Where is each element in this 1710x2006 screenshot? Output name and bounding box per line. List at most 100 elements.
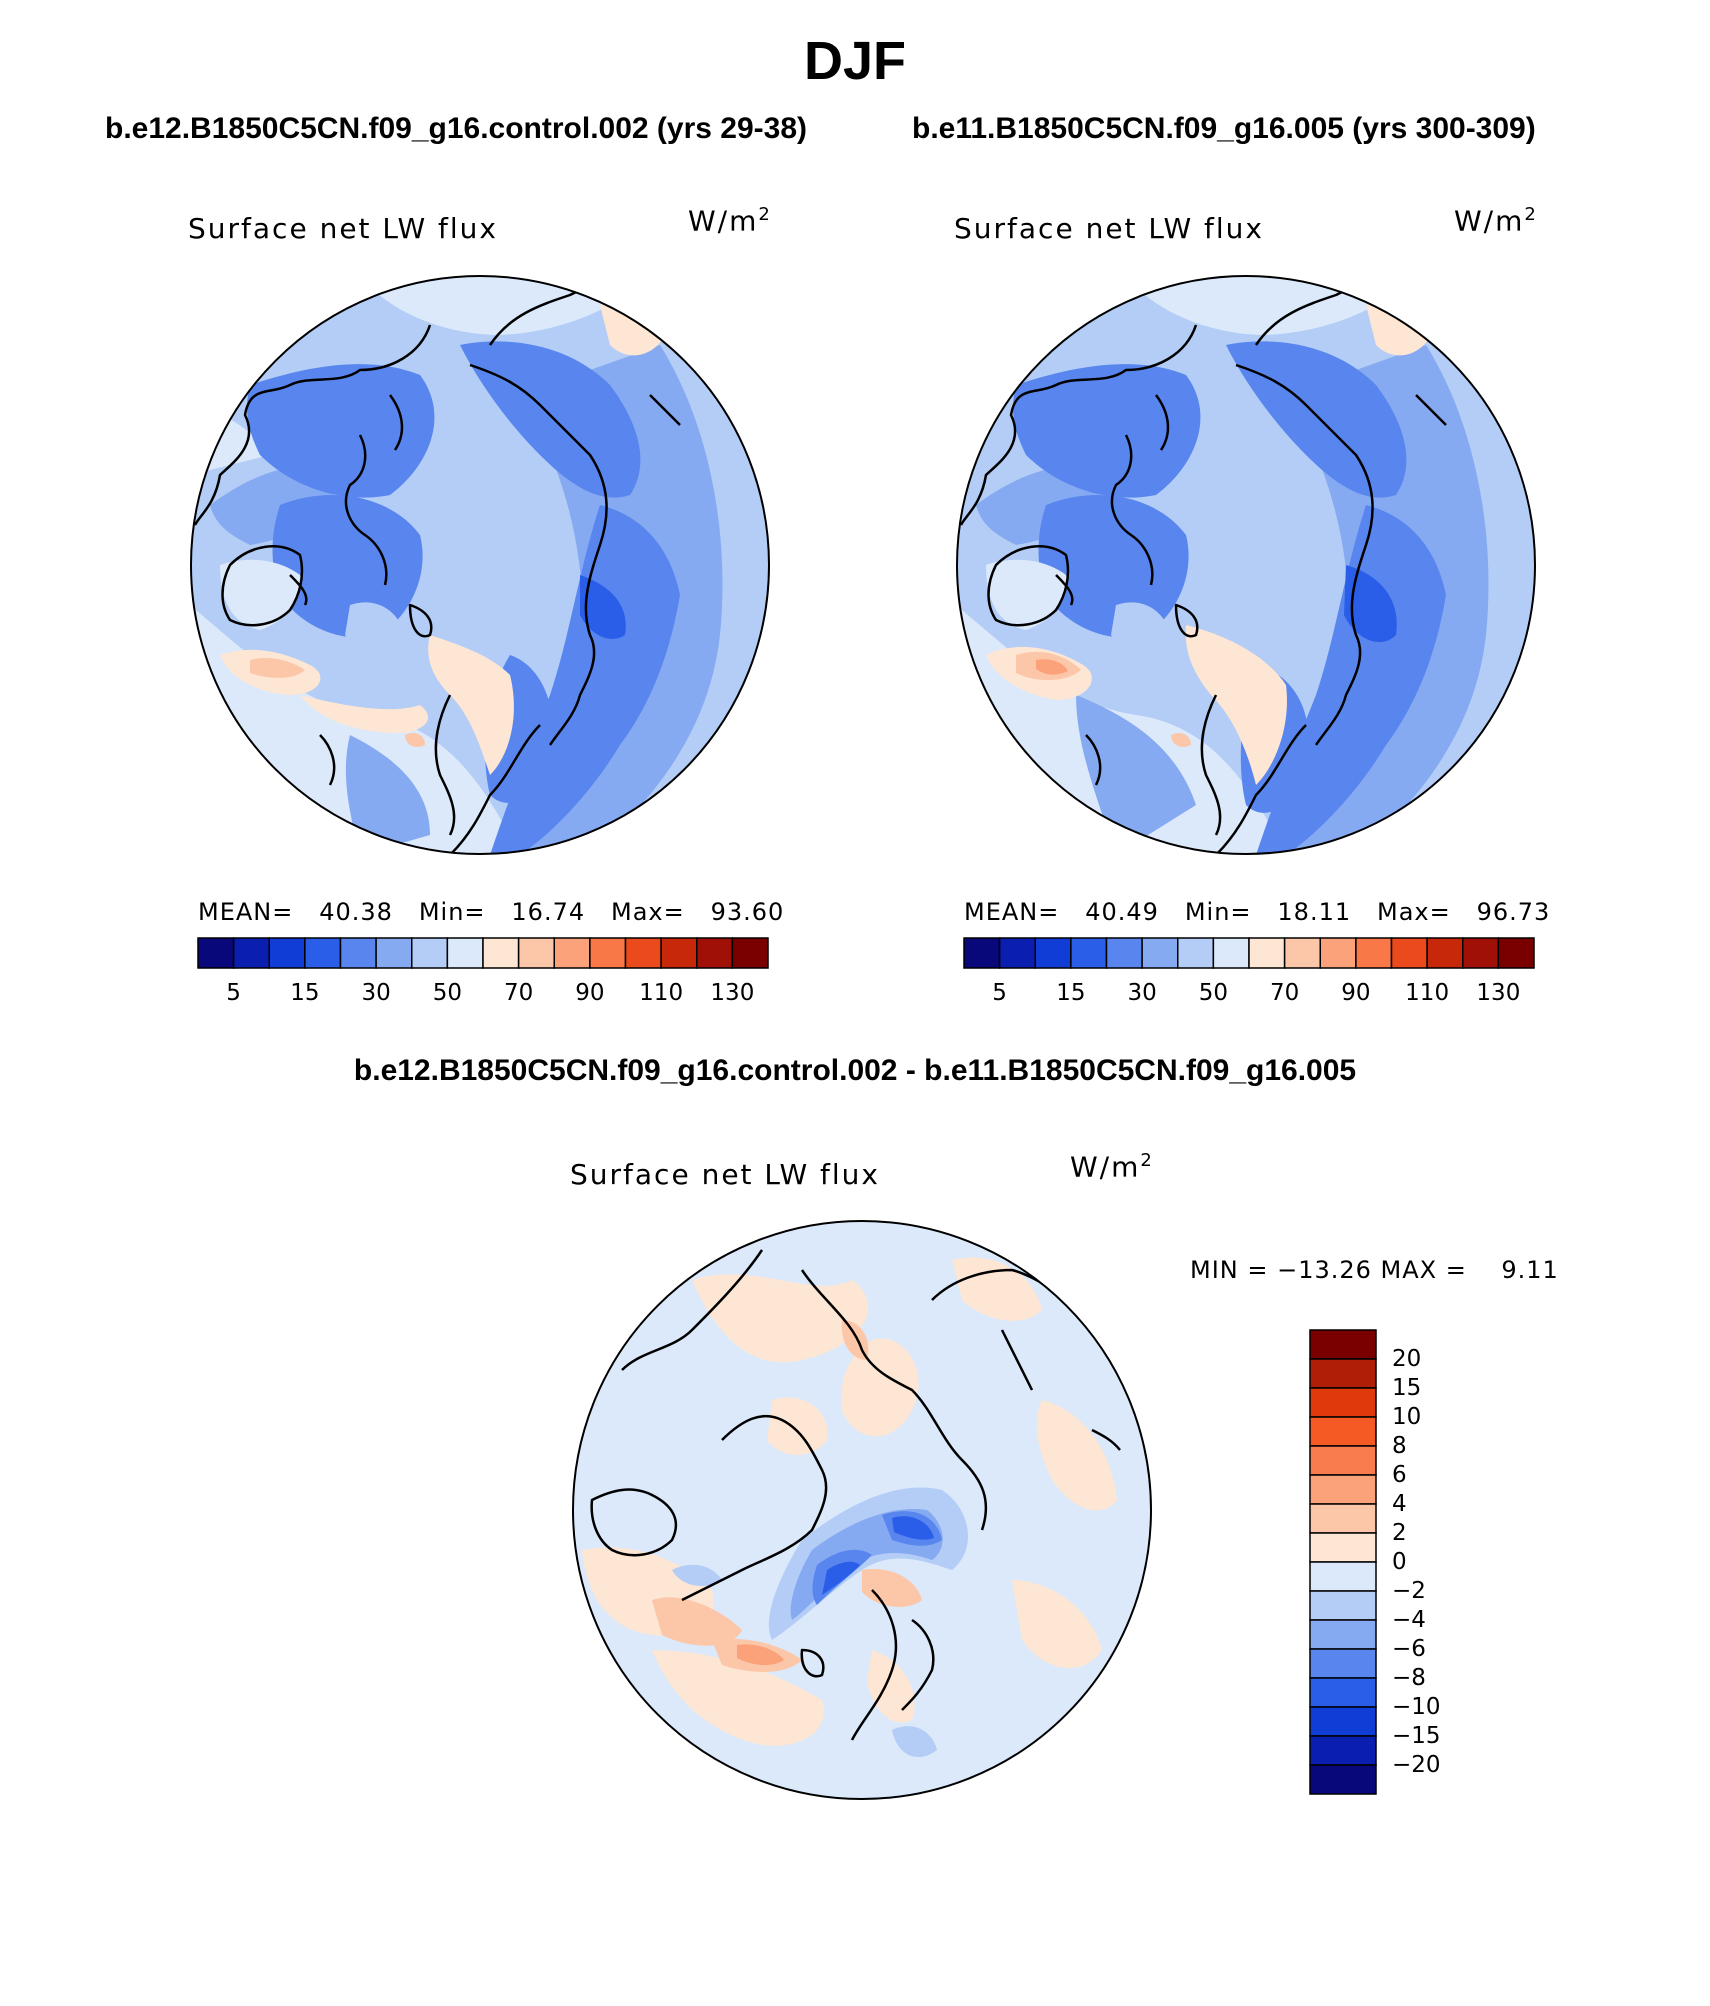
colorbar-tick-label: 110: [639, 980, 684, 1006]
colorbar-tick-label: −8: [1392, 1665, 1426, 1691]
colorbar-box: [1309, 1532, 1377, 1563]
colorbar-tick-label: 110: [1405, 980, 1450, 1006]
diff-stats: MIN = −13.26 MAX = 9.11: [1190, 1256, 1559, 1284]
colorbar-tick-label: 8: [1392, 1433, 1407, 1459]
colorbar-box: [589, 937, 627, 969]
right-colorbar: [963, 937, 1535, 969]
right-variable-label: Surface net LW flux: [954, 212, 1264, 245]
colorbar-box: [696, 937, 734, 969]
case-title-left: b.e12.B1850C5CN.f09_g16.control.002 (yrs…: [105, 112, 808, 145]
colorbar-box: [1309, 1474, 1377, 1505]
left-units: W/m2: [688, 204, 772, 238]
colorbar-tick-label: −20: [1392, 1752, 1441, 1778]
colorbar-tick-label: 6: [1392, 1462, 1407, 1488]
colorbar-box: [268, 937, 306, 969]
colorbar-box: [517, 937, 555, 969]
colorbar-tick-label: −2: [1392, 1578, 1426, 1604]
colorbar-tick-label: 15: [1392, 1375, 1422, 1401]
colorbar-box: [1426, 937, 1464, 969]
colorbar-box: [1309, 1416, 1377, 1447]
colorbar-box: [304, 937, 342, 969]
colorbar-box: [1309, 1329, 1377, 1360]
colorbar-tick-label: 15: [1056, 980, 1086, 1006]
colorbar-box: [1177, 937, 1215, 969]
colorbar-box: [1309, 1358, 1377, 1389]
colorbar-tick-label: 50: [1198, 980, 1229, 1006]
colorbar-box: [1497, 937, 1535, 969]
colorbar-tick-label: 70: [1269, 980, 1300, 1006]
main-title: DJF: [803, 31, 906, 91]
colorbar-box: [1034, 937, 1072, 969]
colorbar-box: [1105, 937, 1143, 969]
colorbar-box: [1319, 937, 1357, 969]
colorbar-tick-label: 5: [992, 980, 1007, 1006]
colorbar-tick-label: 10: [1392, 1404, 1422, 1430]
colorbar-box: [1309, 1735, 1377, 1766]
colorbar-tick-label: 4: [1392, 1491, 1407, 1517]
right-units: W/m2: [1454, 204, 1538, 238]
colorbar-box: [1248, 937, 1286, 969]
colorbar-box: [1309, 1590, 1377, 1621]
colorbar-tick-label: 20: [1392, 1346, 1422, 1372]
colorbar-box: [1309, 1706, 1377, 1737]
left-variable-label: Surface net LW flux: [188, 212, 498, 245]
right-stats: MEAN= 40.49 Min= 18.11 Max= 96.73: [964, 898, 1551, 926]
diff-variable-label: Surface net LW flux: [570, 1158, 880, 1191]
colorbar-tick-label: 70: [503, 980, 534, 1006]
colorbar-box: [232, 937, 270, 969]
right-colorbar-ticks: 5 15 30 50 70 90 110 130: [964, 980, 1534, 1010]
colorbar-box: [339, 937, 377, 969]
difference-colorbar: [1309, 1329, 1377, 1795]
difference-polar-map: [572, 1220, 1152, 1800]
colorbar-box: [1309, 1619, 1377, 1650]
colorbar-box: [553, 937, 591, 969]
difference-title: b.e12.B1850C5CN.f09_g16.control.002 - b.…: [353, 1054, 1357, 1087]
colorbar-box: [375, 937, 413, 969]
colorbar-box: [963, 937, 1001, 969]
colorbar-box: [1212, 937, 1250, 969]
difference-colorbar-ticks: 20 15 10 8 6 4 2 0 −2 −4 −6 −8 −10 −15 −20: [1392, 1330, 1472, 1794]
colorbar-tick-label: 5: [226, 980, 241, 1006]
colorbar-box: [411, 937, 449, 969]
colorbar-box: [197, 937, 235, 969]
colorbar-tick-label: 50: [432, 980, 463, 1006]
colorbar-box: [446, 937, 484, 969]
diff-units: W/m2: [1070, 1150, 1154, 1184]
left-colorbar: [197, 937, 769, 969]
colorbar-box: [1309, 1677, 1377, 1708]
colorbar-box: [1309, 1648, 1377, 1679]
colorbar-box: [1283, 937, 1321, 969]
colorbar-box: [482, 937, 520, 969]
colorbar-box: [1309, 1764, 1377, 1795]
colorbar-box: [1462, 937, 1500, 969]
colorbar-tick-label: 30: [361, 980, 391, 1006]
colorbar-tick-label: 30: [1127, 980, 1157, 1006]
colorbar-box: [1355, 937, 1393, 969]
left-colorbar-ticks: 5 15 30 50 70 90 110 130: [198, 980, 768, 1010]
colorbar-tick-label: −15: [1392, 1723, 1441, 1749]
colorbar-tick-label: 130: [1476, 980, 1521, 1006]
colorbar-box: [660, 937, 698, 969]
colorbar-box: [1141, 937, 1179, 969]
colorbar-box: [1309, 1445, 1377, 1476]
colorbar-tick-label: 90: [575, 980, 605, 1006]
colorbar-box: [731, 937, 769, 969]
colorbar-tick-label: 0: [1392, 1549, 1407, 1575]
colorbar-tick-label: 90: [1341, 980, 1371, 1006]
colorbar-box: [1309, 1561, 1377, 1592]
colorbar-tick-label: −6: [1392, 1636, 1426, 1662]
right-polar-map: [956, 275, 1536, 855]
colorbar-box: [998, 937, 1036, 969]
colorbar-box: [1309, 1503, 1377, 1534]
colorbar-box: [1390, 937, 1428, 969]
colorbar-box: [624, 937, 662, 969]
colorbar-tick-label: −10: [1392, 1694, 1441, 1720]
colorbar-box: [1070, 937, 1108, 969]
colorbar-tick-label: 15: [290, 980, 320, 1006]
colorbar-box: [1309, 1387, 1377, 1418]
case-title-right: b.e11.B1850C5CN.f09_g16.005 (yrs 300-309…: [912, 112, 1536, 145]
left-polar-map: [190, 275, 770, 855]
colorbar-tick-label: 2: [1392, 1520, 1407, 1546]
colorbar-tick-label: 130: [710, 980, 755, 1006]
left-stats: MEAN= 40.38 Min= 16.74 Max= 93.60: [198, 898, 785, 926]
